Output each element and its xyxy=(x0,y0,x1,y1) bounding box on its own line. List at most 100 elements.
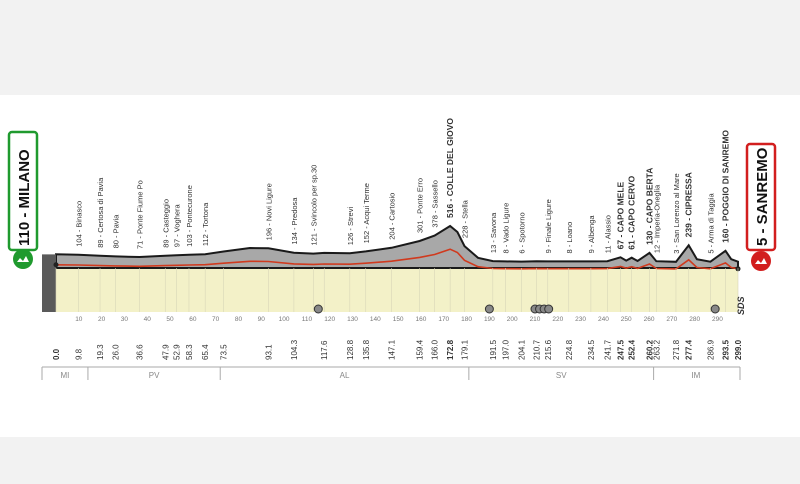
scale-tick-label: 210 xyxy=(530,316,541,323)
scale-tick-label: 80 xyxy=(235,316,243,323)
location-label: 89 - Casteggio xyxy=(161,199,170,248)
scale-tick-label: 150 xyxy=(393,316,404,323)
scale-tick-label: 160 xyxy=(416,316,427,323)
location-label: 204 - Cartosio xyxy=(388,193,397,240)
profile-silhouette xyxy=(55,224,739,269)
km-label: 252.4 xyxy=(628,339,637,360)
km-label: 241.7 xyxy=(603,339,612,360)
km-label: 0.0 xyxy=(52,348,61,360)
start-badge: 110 - MILANO xyxy=(7,130,39,269)
km-label: 204.1 xyxy=(518,339,527,360)
location-label: 3 - San Lorenzo al Mare xyxy=(672,173,681,253)
km-label: 299.0 xyxy=(734,339,743,360)
location-label: 112 - Tortona xyxy=(201,202,210,246)
scale-tick-label: 200 xyxy=(507,316,518,323)
km-label: 210.7 xyxy=(533,339,542,360)
finish-icon xyxy=(751,251,771,271)
location-label: 160 - POGGIO DI SANREMO xyxy=(720,130,730,243)
km-label: 224.8 xyxy=(565,339,574,360)
location-label: 71 - Ponte Fiume Po xyxy=(135,180,144,249)
location-label: 80 - Pavia xyxy=(111,214,120,249)
scale-tick-label: 50 xyxy=(166,316,174,323)
km-label: 36.6 xyxy=(135,344,144,360)
km-label: 104.3 xyxy=(290,339,299,360)
location-label: 13 - Savona xyxy=(489,212,498,253)
scale-tick-label: 70 xyxy=(212,316,220,323)
province-label: MI xyxy=(61,371,70,380)
location-label: 9 - Albenga xyxy=(587,215,596,254)
location-label: 301 - Ponte Erro xyxy=(416,178,425,233)
km-label: 247.5 xyxy=(617,339,626,360)
km-label: 215.6 xyxy=(544,339,553,360)
location-label: 121 - Svincolo per sp.30 xyxy=(309,165,318,246)
sprint-marker xyxy=(544,304,554,314)
profile-side-block xyxy=(42,254,56,312)
km-label: 9.8 xyxy=(74,348,83,360)
km-label: 172.8 xyxy=(446,339,455,360)
location-label: 89 - Certosa di Pavia xyxy=(96,177,105,248)
scale-tick-label: 60 xyxy=(189,316,197,323)
location-label: 61 - CAPO CERVO xyxy=(627,175,637,249)
province-label: SV xyxy=(556,371,567,380)
location-label: 12 - Imperia-Oneglia xyxy=(652,184,661,253)
province-label: IM xyxy=(691,371,700,380)
start-icon xyxy=(13,249,33,269)
location-label: 126 - Strevi xyxy=(346,207,355,246)
km-label: 117.6 xyxy=(320,340,329,360)
scale-tick-label: 240 xyxy=(598,316,609,323)
km-label: 293.5 xyxy=(721,339,730,360)
scale-tick-label: 20 xyxy=(98,316,106,323)
svg-text:110 - MILANO: 110 - MILANO xyxy=(16,149,33,246)
location-label: 103 - Pontecurone xyxy=(185,185,194,247)
scale-tick-label: 230 xyxy=(575,316,586,323)
location-label: 11 - Alassio xyxy=(603,215,612,253)
location-label: 378 - Sassello xyxy=(431,180,440,228)
location-label: 196 - Novi Ligure xyxy=(264,183,273,240)
top-band xyxy=(0,0,800,95)
svg-text:5 - SANREMO: 5 - SANREMO xyxy=(754,147,771,246)
km-label: 147.1 xyxy=(388,339,397,360)
location-label: 5 - Arma di Taggia xyxy=(706,193,715,254)
km-label: 263.2 xyxy=(652,339,661,360)
km-label: 191.5 xyxy=(489,339,498,360)
location-label: 8 - Vado Ligure xyxy=(501,203,510,254)
km-label: 166.0 xyxy=(431,339,440,360)
location-label: 228 - Stella xyxy=(461,199,470,238)
scale-tick-label: 190 xyxy=(484,316,495,323)
scale-tick-label: 270 xyxy=(666,316,677,323)
start-altitude: 110 xyxy=(16,222,33,246)
sds-logo: SDS xyxy=(736,296,746,315)
scale-tick-label: 170 xyxy=(438,316,449,323)
km-label: 277.4 xyxy=(685,339,694,360)
scale-tick-label: 130 xyxy=(347,316,358,323)
sprint-marker xyxy=(710,304,720,314)
finish-badge: 5 - SANREMO xyxy=(745,142,777,271)
location-label: 516 - COLLE DEL GIOVO xyxy=(445,118,455,218)
scale-tick-label: 220 xyxy=(552,316,563,323)
scale-tick-label: 30 xyxy=(121,316,129,323)
bottom-band xyxy=(0,437,800,484)
location-label: 8 - Loano xyxy=(565,222,574,254)
scale-tick-label: 100 xyxy=(279,316,290,323)
scale-tick-label: 290 xyxy=(712,316,723,323)
location-label: 239 - CIPRESSA xyxy=(684,172,694,237)
road-line xyxy=(55,248,739,270)
scale-tick-label: 140 xyxy=(370,316,381,323)
km-label: 271.8 xyxy=(672,339,681,360)
scale-tick-label: 250 xyxy=(621,316,632,323)
scale-tick-label: 260 xyxy=(644,316,655,323)
km-label: 286.9 xyxy=(706,339,715,360)
scale-tick-label: 120 xyxy=(324,316,335,323)
province-label: AL xyxy=(340,371,350,380)
km-label: 19.3 xyxy=(96,344,105,360)
location-label: 9 - Finale Ligure xyxy=(544,199,553,253)
km-label: 52.9 xyxy=(173,344,182,360)
elevation-profile: 104 - Binasco 89 - Certosa di Pavia 80 - P… xyxy=(41,118,743,380)
scale-tick-label: 10 xyxy=(75,316,83,323)
scale-tick-label: 40 xyxy=(144,316,152,323)
km-label: 234.5 xyxy=(587,339,596,360)
scale-tick-label: 110 xyxy=(302,316,313,323)
km-label: 65.4 xyxy=(201,344,210,360)
km-label: 159.4 xyxy=(416,339,425,360)
